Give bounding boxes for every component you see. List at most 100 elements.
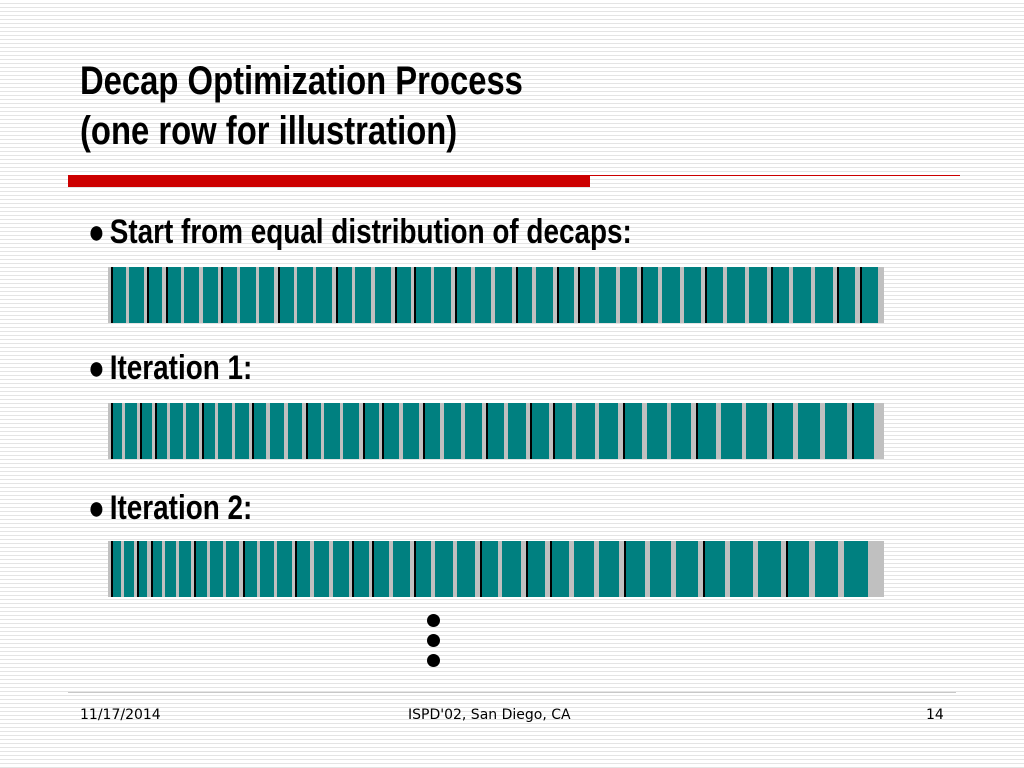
decap-cell <box>536 267 554 323</box>
decap-cell <box>479 541 499 597</box>
decap-cell <box>277 267 294 323</box>
decap-cell <box>798 403 820 459</box>
decap-cell <box>770 267 789 323</box>
decap-cell <box>277 541 292 597</box>
decap-cell <box>240 267 256 323</box>
bullet-icon: ● <box>88 213 105 251</box>
decap-cell <box>454 267 472 323</box>
decap-cell <box>297 267 313 323</box>
decap-cell <box>577 267 595 323</box>
decap-cell <box>786 541 810 597</box>
decap-cell <box>252 403 267 459</box>
continuation-dot-icon <box>427 634 440 647</box>
decap-cell <box>748 267 767 323</box>
bullet-text: Start from equal distribution of decaps: <box>109 213 632 251</box>
bullet-text: Iteration 2: <box>109 489 253 527</box>
decap-cell <box>258 267 275 323</box>
continuation-dot-icon <box>427 654 440 667</box>
bullet-iteration-1: ● Iteration 1: <box>88 348 252 388</box>
slide-title-line-2: (one row for illustration) <box>80 109 458 153</box>
decap-cell <box>242 541 257 597</box>
decap-cell <box>111 541 121 597</box>
bullet-text: Iteration 1: <box>109 349 253 387</box>
decap-cell <box>624 541 646 597</box>
decap-cell <box>164 541 177 597</box>
decap-cell <box>502 541 522 597</box>
decap-cell <box>464 403 483 459</box>
decap-cell <box>125 403 137 459</box>
decap-cell <box>599 403 619 459</box>
footer-page-number: 14 <box>926 707 944 723</box>
decap-cell <box>201 403 216 459</box>
decap-cell <box>859 267 878 323</box>
decap-cell <box>772 403 794 459</box>
slide-title: Decap Optimization Process (one row for … <box>80 56 523 156</box>
decap-cell <box>525 541 546 597</box>
decap-cell <box>165 267 181 323</box>
decap-cell <box>221 267 237 323</box>
decap-cell <box>392 541 410 597</box>
decap-cell <box>757 541 781 597</box>
decap-cell <box>355 267 372 323</box>
decap-cell <box>218 403 232 459</box>
decap-cell <box>824 403 847 459</box>
decap-cell <box>185 403 199 459</box>
decap-cell <box>556 267 574 323</box>
decap-cell <box>676 541 698 597</box>
decap-cell <box>170 403 183 459</box>
decap-cell <box>129 267 145 323</box>
decap-cell <box>372 541 390 597</box>
decap-cell <box>622 403 643 459</box>
decap-cell <box>154 403 168 459</box>
decap-cell <box>837 267 856 323</box>
decap-cell <box>194 541 207 597</box>
decap-cell <box>515 267 533 323</box>
decap-cell <box>726 267 745 323</box>
decap-cell <box>720 403 742 459</box>
decap-cell <box>598 267 616 323</box>
decap-cell <box>382 403 399 459</box>
bullet-icon: ● <box>88 489 105 527</box>
continuation-dot-icon <box>427 614 440 627</box>
slide-title-line-1: Decap Optimization Process <box>80 59 523 103</box>
decap-cell <box>111 403 123 459</box>
decap-cell <box>705 267 723 323</box>
decap-cell <box>352 541 369 597</box>
decap-cell <box>374 267 391 323</box>
footer-rule <box>68 692 956 693</box>
decap-cell <box>434 267 451 323</box>
decap-cell <box>313 541 330 597</box>
decap-cell <box>814 541 839 597</box>
decap-cell <box>316 267 333 323</box>
decap-cell <box>235 403 249 459</box>
decap-cell <box>683 267 702 323</box>
decap-cell <box>394 267 411 323</box>
decap-cell <box>702 541 726 597</box>
decap-cell <box>413 541 432 597</box>
decap-cell <box>305 403 321 459</box>
decap-cell <box>402 403 420 459</box>
decap-row-iteration-2 <box>108 541 884 597</box>
decap-cell <box>225 541 240 597</box>
decap-cell <box>147 267 163 323</box>
decap-cell <box>422 403 440 459</box>
bullet-start-equal-distribution: ● Start from equal distribution of decaps… <box>88 212 632 252</box>
decap-cell <box>287 403 303 459</box>
decap-cell <box>209 541 223 597</box>
decap-cell <box>435 541 454 597</box>
decap-cell <box>746 403 768 459</box>
decap-cell <box>123 541 134 597</box>
decap-cell <box>324 403 340 459</box>
decap-cell <box>508 403 527 459</box>
decap-cell <box>730 541 753 597</box>
decap-cell <box>343 403 360 459</box>
decap-cell <box>111 267 126 323</box>
decap-cell <box>646 403 667 459</box>
decap-cell <box>640 267 659 323</box>
decap-cell <box>474 267 492 323</box>
decap-cell <box>814 267 834 323</box>
decap-cell <box>549 541 570 597</box>
decap-cell <box>792 267 811 323</box>
title-rule-accent <box>68 175 590 187</box>
decap-cell <box>662 267 680 323</box>
